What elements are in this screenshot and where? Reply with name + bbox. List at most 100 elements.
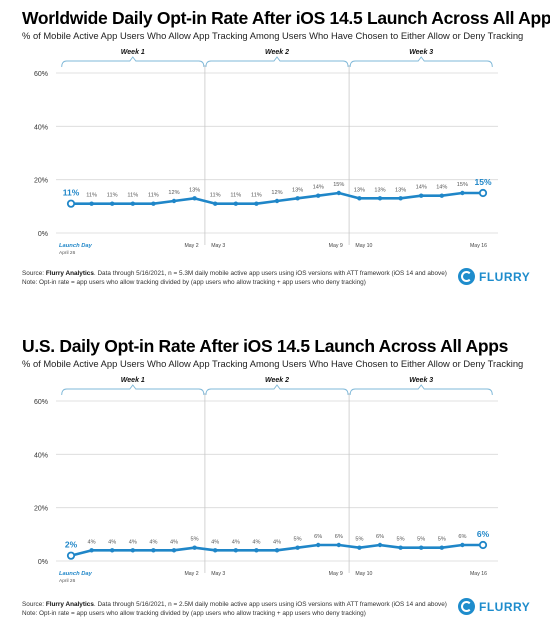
data-point — [151, 201, 156, 206]
data-label: 15% — [457, 182, 468, 188]
data-point — [192, 545, 197, 550]
data-point — [89, 201, 94, 206]
data-point — [130, 201, 135, 206]
data-point — [110, 201, 115, 206]
data-point — [295, 196, 300, 201]
data-point — [66, 199, 76, 208]
data-point — [89, 548, 94, 553]
chart-title: Worldwide Daily Opt-in Rate After iOS 14… — [22, 8, 550, 28]
data-label: 11% — [63, 188, 80, 198]
data-point — [130, 548, 135, 553]
data-point — [274, 548, 280, 553]
data-point — [192, 196, 197, 201]
data-label: 13% — [374, 187, 385, 193]
week-bracket — [61, 56, 205, 68]
data-point — [171, 548, 177, 553]
y-tick-label: 0% — [38, 231, 48, 238]
data-point — [460, 542, 465, 548]
data-label: 5% — [417, 537, 425, 543]
y-tick-label: 60% — [34, 71, 48, 78]
week-label: Week 2 — [265, 49, 289, 56]
data-point — [377, 196, 383, 201]
data-label: 11% — [127, 193, 138, 199]
data-label: 5% — [355, 537, 363, 543]
data-point — [377, 542, 383, 548]
chart-footnote: Source: Flurry Analytics. Data through 5… — [22, 600, 447, 618]
data-point — [398, 545, 403, 550]
data-point — [357, 545, 362, 550]
data-label: 4% — [129, 539, 137, 545]
data-label: 11% — [251, 193, 262, 199]
x-tick-sublabel: April 26 — [59, 250, 76, 256]
note-line: Note: Opt-in rate = app users who allow … — [22, 610, 366, 617]
data-label: 4% — [170, 539, 178, 545]
source-text: . Data through 5/16/2021, n = 5.3M daily… — [93, 270, 447, 277]
data-label: 6% — [314, 534, 322, 540]
source-label: Source: — [22, 270, 45, 277]
data-label: 13% — [189, 187, 200, 193]
source-text: . Data through 5/16/2021, n = 2.5M daily… — [93, 601, 447, 608]
data-point — [213, 201, 218, 206]
source-brand: Flurry Analytics — [45, 270, 94, 277]
chart-title: U.S. Daily Opt-in Rate After iOS 14.5 La… — [22, 336, 509, 356]
y-tick-label: 60% — [34, 399, 48, 406]
data-point — [439, 545, 444, 550]
data-label: 6% — [477, 529, 490, 539]
data-label: 2% — [65, 540, 78, 550]
week-bracket — [205, 56, 349, 68]
data-point — [254, 201, 259, 206]
data-label: 15% — [333, 182, 344, 188]
data-point — [478, 188, 488, 198]
source-brand: Flurry Analytics — [45, 601, 94, 608]
data-label: 11% — [210, 193, 221, 199]
data-label: 4% — [88, 539, 96, 545]
data-point — [460, 190, 465, 196]
data-point — [151, 548, 156, 553]
data-point — [66, 551, 76, 560]
data-label: 5% — [397, 537, 405, 543]
y-tick-label: 0% — [38, 559, 48, 566]
data-label: 14% — [436, 185, 447, 191]
data-point — [336, 542, 341, 548]
source-line: Source: Flurry Analytics. Data through 5… — [22, 269, 447, 278]
flurry-logo-text: FLURRY — [479, 599, 531, 614]
flurry-logo-icon — [458, 268, 475, 285]
data-label: 12% — [271, 190, 282, 196]
data-label: 14% — [313, 185, 324, 191]
data-point — [110, 548, 115, 553]
data-label: 12% — [168, 190, 179, 196]
data-label: 13% — [395, 187, 406, 193]
data-label: 15% — [474, 177, 491, 187]
week-bracket — [349, 56, 493, 68]
flurry-logo: FLURRY — [458, 598, 530, 615]
chart-footnote: Source: Flurry Analytics. Data through 5… — [22, 269, 447, 287]
week-label: Week 3 — [409, 377, 433, 384]
data-point — [398, 196, 403, 201]
data-point — [316, 193, 321, 198]
data-point — [233, 201, 238, 206]
x-tick-label: May 3 — [211, 243, 225, 249]
data-point — [336, 190, 341, 196]
chart-subtitle: % of Mobile Active App Users Who Allow A… — [22, 358, 524, 369]
x-tick-label: May 3 — [211, 571, 225, 577]
x-tick-label: May 9 — [329, 571, 343, 577]
data-point — [478, 540, 488, 550]
week-bracket — [349, 384, 493, 396]
data-point — [233, 548, 238, 553]
flurry-logo-text: FLURRY — [479, 269, 531, 284]
data-point — [171, 198, 177, 204]
week-label: Week 3 — [409, 49, 433, 56]
x-tick-label: May 2 — [184, 571, 198, 577]
data-point — [316, 542, 321, 548]
y-tick-label: 40% — [34, 452, 48, 459]
source-label: Source: — [22, 601, 45, 608]
x-tick-label: May 2 — [184, 243, 198, 249]
data-point — [357, 196, 362, 201]
x-tick-sublabel: April 26 — [59, 578, 76, 584]
data-label: 5% — [438, 537, 446, 543]
note-line: Note: Opt-in rate = app users who allow … — [22, 279, 366, 286]
data-point — [439, 193, 444, 198]
data-label: 13% — [292, 187, 303, 193]
data-label: 6% — [376, 534, 384, 540]
data-label: 4% — [232, 539, 240, 545]
